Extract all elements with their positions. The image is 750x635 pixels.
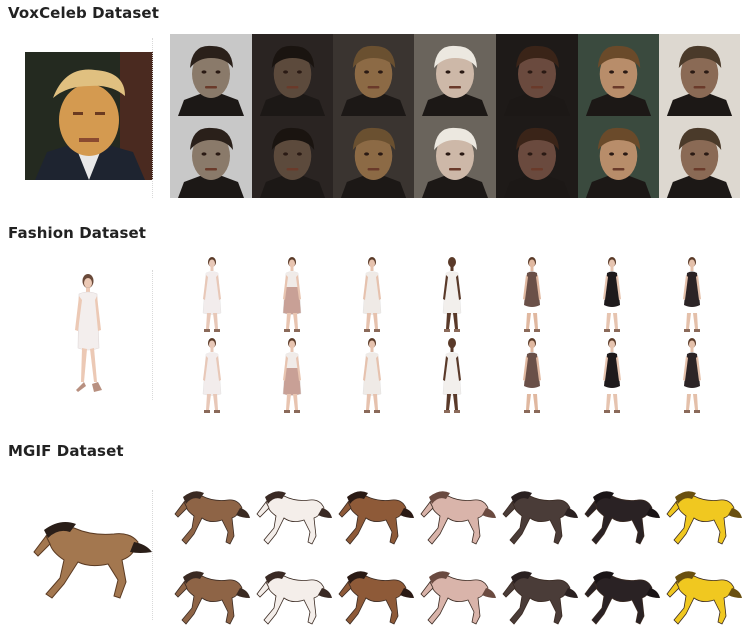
driving-face-frame xyxy=(414,34,496,116)
source-face-image xyxy=(25,52,153,180)
driving-horse-frame xyxy=(334,558,414,630)
driving-model-frame xyxy=(352,336,392,418)
driving-horse-frame xyxy=(498,558,578,630)
driving-model-frame xyxy=(192,255,232,337)
mgif-title: MGIF Dataset xyxy=(8,442,124,460)
driving-model-frame xyxy=(512,255,552,337)
driving-horse-frame xyxy=(416,478,496,550)
source-horse-image xyxy=(30,508,152,602)
driving-model-frame xyxy=(672,255,712,337)
driving-face-frame xyxy=(170,116,252,198)
driving-face-frame xyxy=(252,116,333,198)
source-model-image xyxy=(68,272,110,400)
driving-face-frame xyxy=(333,116,414,198)
driving-horse-frame xyxy=(580,558,660,630)
fashion-title: Fashion Dataset xyxy=(8,224,147,242)
mgif-divider xyxy=(152,490,153,620)
driving-model-frame xyxy=(272,255,312,337)
driving-model-frame xyxy=(192,336,232,418)
fashion-divider xyxy=(152,270,153,400)
voxceleb-divider xyxy=(152,38,153,198)
driving-face-frame xyxy=(578,116,659,198)
driving-model-frame xyxy=(352,255,392,337)
driving-face-frame xyxy=(333,34,414,116)
driving-model-frame xyxy=(432,255,472,337)
driving-face-frame xyxy=(659,34,740,116)
driving-model-frame xyxy=(592,255,632,337)
driving-face-frame xyxy=(496,116,578,198)
driving-model-frame xyxy=(512,336,552,418)
driving-model-frame xyxy=(432,336,472,418)
driving-face-frame xyxy=(578,34,659,116)
driving-face-frame xyxy=(170,34,252,116)
driving-horse-frame xyxy=(498,478,578,550)
driving-horse-frame xyxy=(662,478,742,550)
driving-horse-frame xyxy=(662,558,742,630)
driving-horse-frame xyxy=(170,558,250,630)
driving-horse-frame xyxy=(170,478,250,550)
driving-horse-frame xyxy=(252,478,332,550)
driving-model-frame xyxy=(672,336,712,418)
driving-horse-frame xyxy=(252,558,332,630)
driving-face-frame xyxy=(252,34,333,116)
driving-face-frame xyxy=(496,34,578,116)
voxceleb-title: VoxCeleb Dataset xyxy=(8,4,159,22)
driving-model-frame xyxy=(272,336,312,418)
driving-horse-frame xyxy=(580,478,660,550)
driving-model-frame xyxy=(592,336,632,418)
driving-horse-frame xyxy=(334,478,414,550)
driving-face-frame xyxy=(414,116,496,198)
driving-face-frame xyxy=(659,116,740,198)
driving-horse-frame xyxy=(416,558,496,630)
